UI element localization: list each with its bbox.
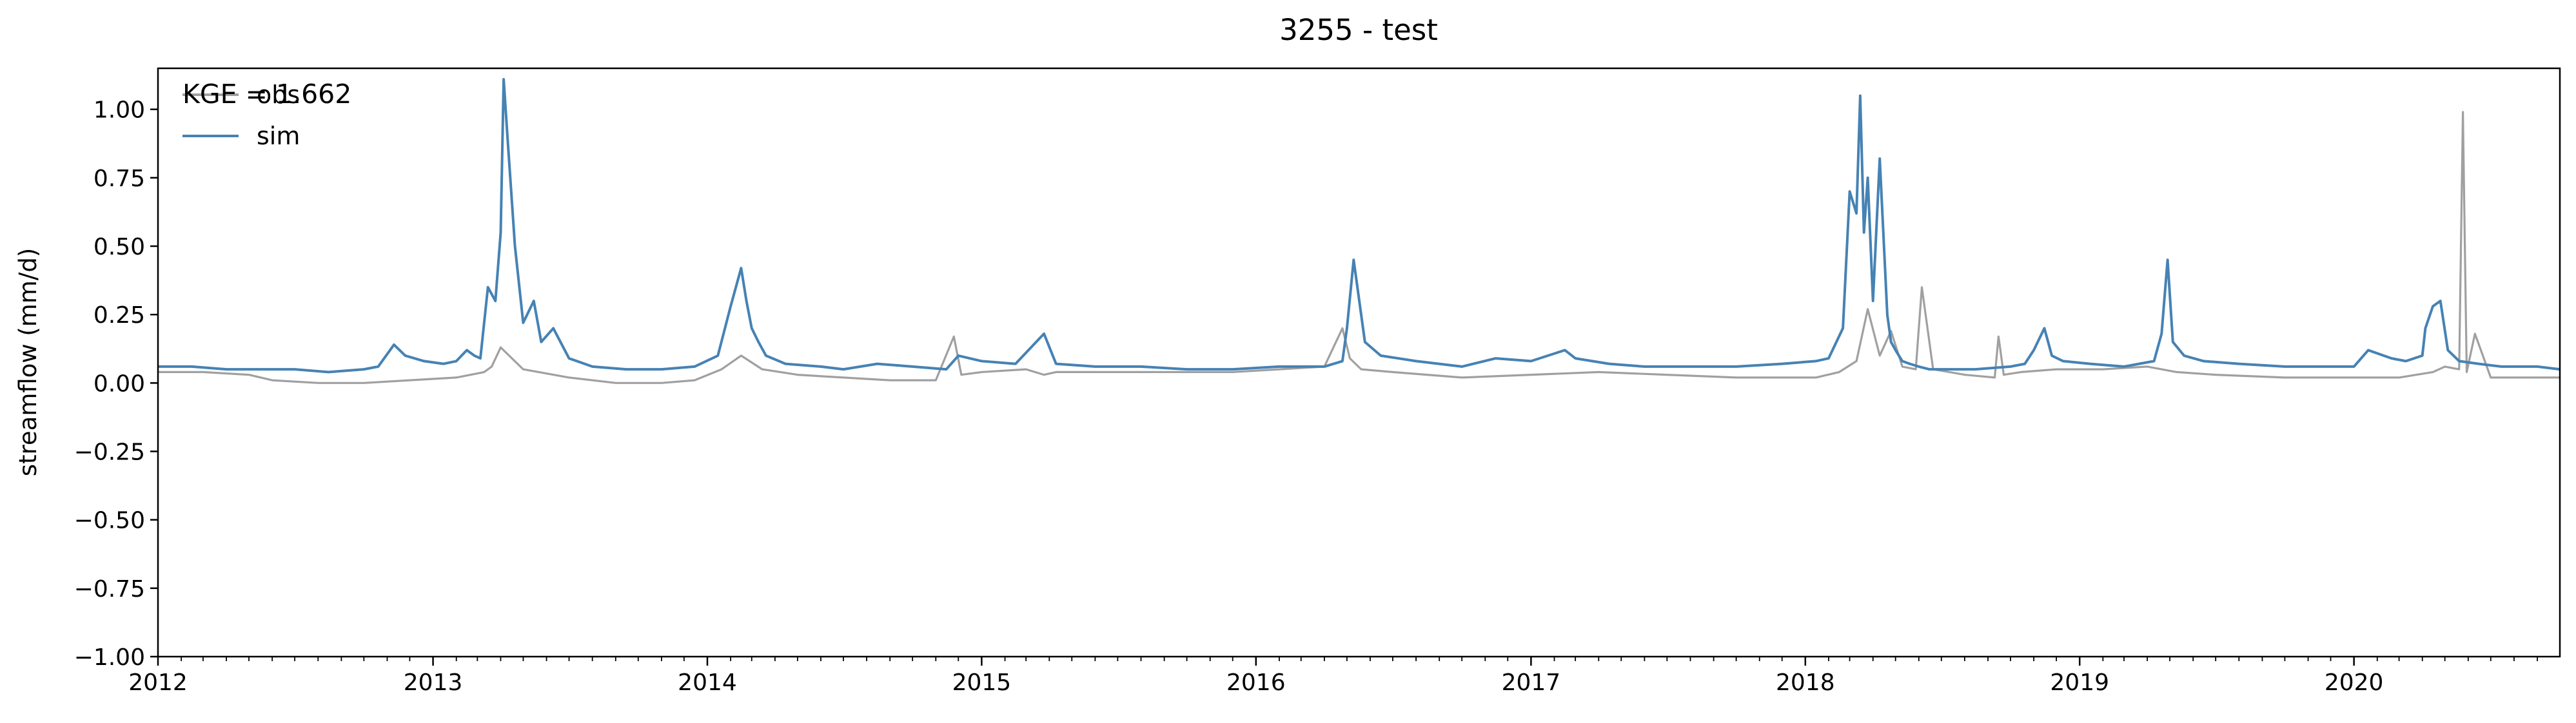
- y-axis-label: streamflow (mm/d): [14, 248, 42, 477]
- x-tick-label: 2017: [1502, 670, 1561, 696]
- plot-lines: [158, 78, 2561, 384]
- y-tick-label: −1.00: [74, 644, 145, 671]
- series-line-sim: [158, 78, 2561, 374]
- x-axis: 2012 2013 2014 2015 2016 2017 2018 2019 2020: [128, 657, 2538, 696]
- legend-label-obs: obs: [257, 81, 300, 109]
- x-tick-label: 2016: [1226, 670, 1286, 696]
- y-tick-label: −0.75: [74, 576, 145, 602]
- x-tick-label: 2020: [2325, 670, 2384, 696]
- y-axis: −1.00 −0.75 −0.50 −0.25 0.00 0.25 0.50 0.75 1.00: [74, 97, 158, 671]
- y-tick-label: 0.00: [93, 371, 145, 397]
- x-tick-label: 2012: [128, 670, 188, 696]
- y-tick-label: 0.50: [93, 234, 145, 260]
- legend-label-sim: sim: [257, 122, 300, 150]
- y-tick-label: 1.00: [93, 97, 145, 124]
- x-tick-label: 2013: [404, 670, 463, 696]
- legend: obs sim: [182, 81, 300, 150]
- x-tick-label: 2015: [952, 670, 1012, 696]
- kge-annotation: KGE = 1.662: [182, 79, 351, 110]
- chart-title: 3255 - test: [1279, 13, 1438, 47]
- axes-frame: [157, 67, 2561, 658]
- series-line-obs: [158, 111, 2560, 384]
- y-tick-label: −0.25: [74, 439, 145, 466]
- y-tick-label: 0.25: [93, 302, 145, 329]
- x-tick-label: 2018: [1776, 670, 1835, 696]
- y-tick-label: 0.75: [93, 166, 145, 192]
- x-tick-label: 2019: [2050, 670, 2109, 696]
- x-tick-label: 2014: [678, 670, 737, 696]
- y-tick-label: −0.50: [74, 508, 145, 534]
